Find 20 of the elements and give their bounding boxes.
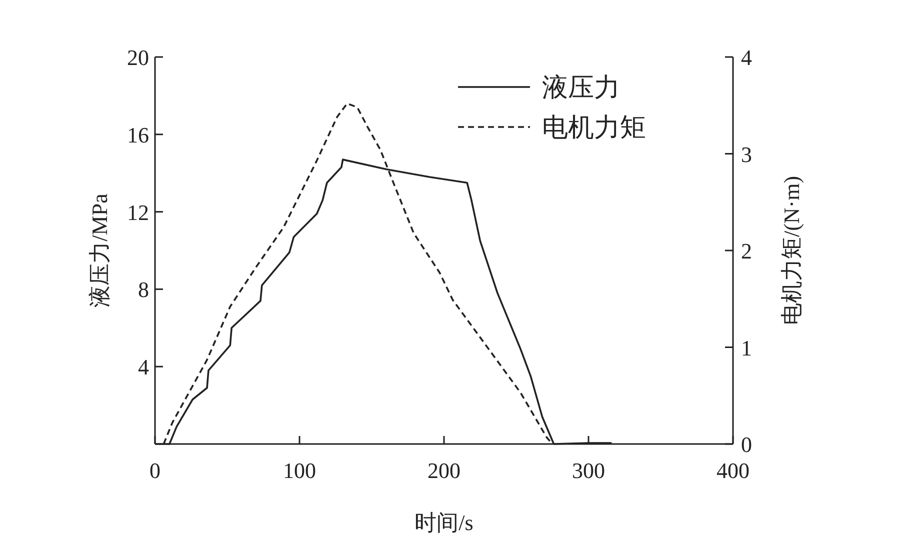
y-tick-label: 16 bbox=[127, 122, 149, 148]
y2-tick-label: 0 bbox=[741, 432, 752, 457]
y2-axis-title: 电机力矩/(N·m) bbox=[779, 176, 804, 326]
x-tick-label: 200 bbox=[428, 458, 460, 483]
y2-tick-label: 2 bbox=[741, 238, 752, 264]
y-tick-label: 20 bbox=[127, 45, 149, 70]
y-tick-label: 12 bbox=[127, 200, 149, 225]
x-tick-label: 300 bbox=[572, 458, 605, 483]
y-tick-label: 8 bbox=[138, 277, 149, 302]
x-axis-title: 时间/s bbox=[414, 510, 474, 535]
y-axis-title: 液压力/MPa bbox=[87, 193, 112, 308]
x-tick-label: 0 bbox=[150, 458, 160, 483]
x-tick-label: 400 bbox=[716, 458, 750, 483]
legend-label: 液压力 bbox=[542, 73, 620, 102]
y2-tick-label: 3 bbox=[741, 142, 752, 167]
y2-tick-label: 1 bbox=[741, 335, 752, 360]
legend-label: 电机力矩 bbox=[542, 113, 646, 142]
y-tick-label: 4 bbox=[138, 354, 149, 380]
y2-tick-label: 4 bbox=[741, 45, 752, 70]
x-tick-label: 100 bbox=[283, 458, 316, 483]
